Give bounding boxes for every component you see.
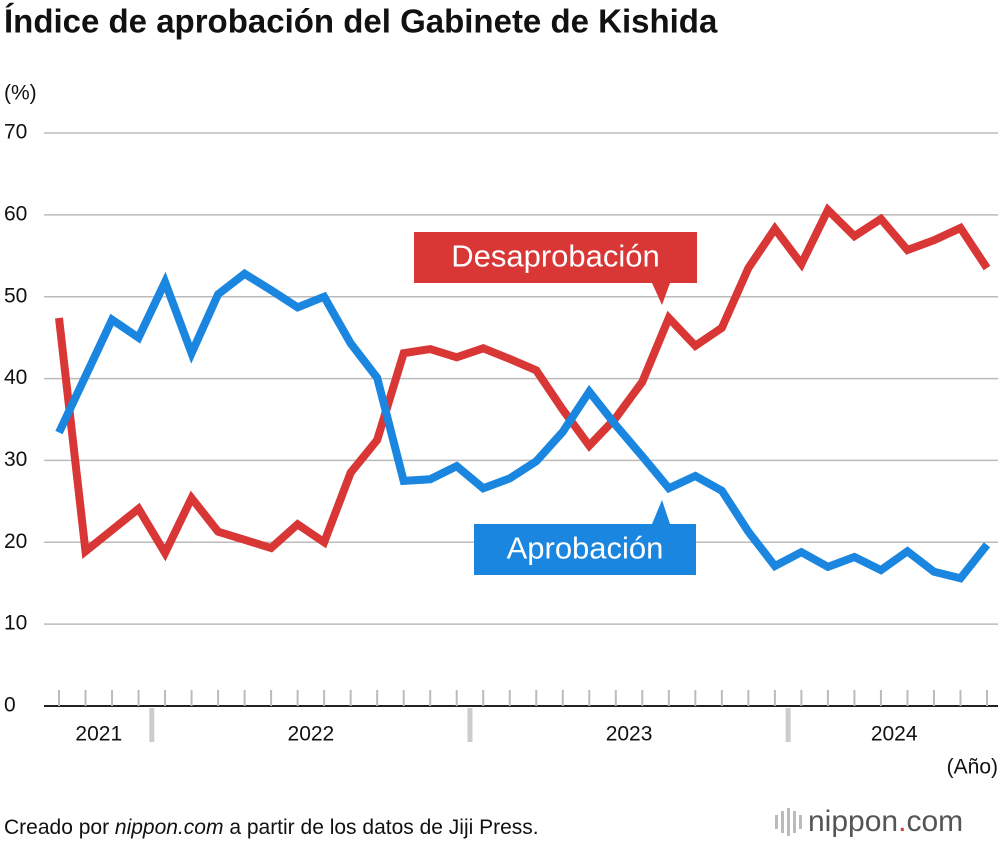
logo-part: nippon [808,805,898,838]
logo: nippon.com [808,805,963,838]
callout-pointer [652,283,670,305]
y-tick-label: 60 [4,202,27,225]
legend-label: Aprobación [507,531,664,566]
logo-part: com [906,805,963,838]
chart-title: Índice de aprobación del Gabinete de Kis… [4,3,718,40]
source-part: nippon.com [115,816,224,839]
legend-label: Desaprobación [451,239,660,274]
y-tick-label: 40 [4,366,27,389]
callout-box [474,524,696,575]
x-group-label: 2021 [75,723,122,746]
x-unit: (Año) [947,756,998,779]
logo-mark [775,808,802,836]
series-line [55,203,991,562]
series-line [55,268,991,583]
year-separator [149,708,155,742]
x-group-label: 2023 [606,723,653,746]
y-unit: (%) [4,82,37,105]
year-separator [785,708,791,742]
logo-part: . [898,805,906,838]
y-tick-label: 50 [4,284,27,307]
source-part: a partir de los datos de Jiji Press. [223,816,538,839]
y-tick-label: 30 [4,448,27,471]
source: Creado por nippon.com a partir de los da… [4,816,539,839]
year-separator [467,708,473,742]
callout-pointer [652,500,670,524]
x-group-label: 2022 [288,723,335,746]
y-tick-label: 0 [4,694,16,717]
x-group-label: 2024 [871,723,918,746]
y-tick-label: 20 [4,530,27,553]
y-tick-label: 70 [4,121,27,144]
source-part: Creado por [4,816,115,839]
callout-box [414,232,697,283]
y-tick-label: 10 [4,612,27,635]
